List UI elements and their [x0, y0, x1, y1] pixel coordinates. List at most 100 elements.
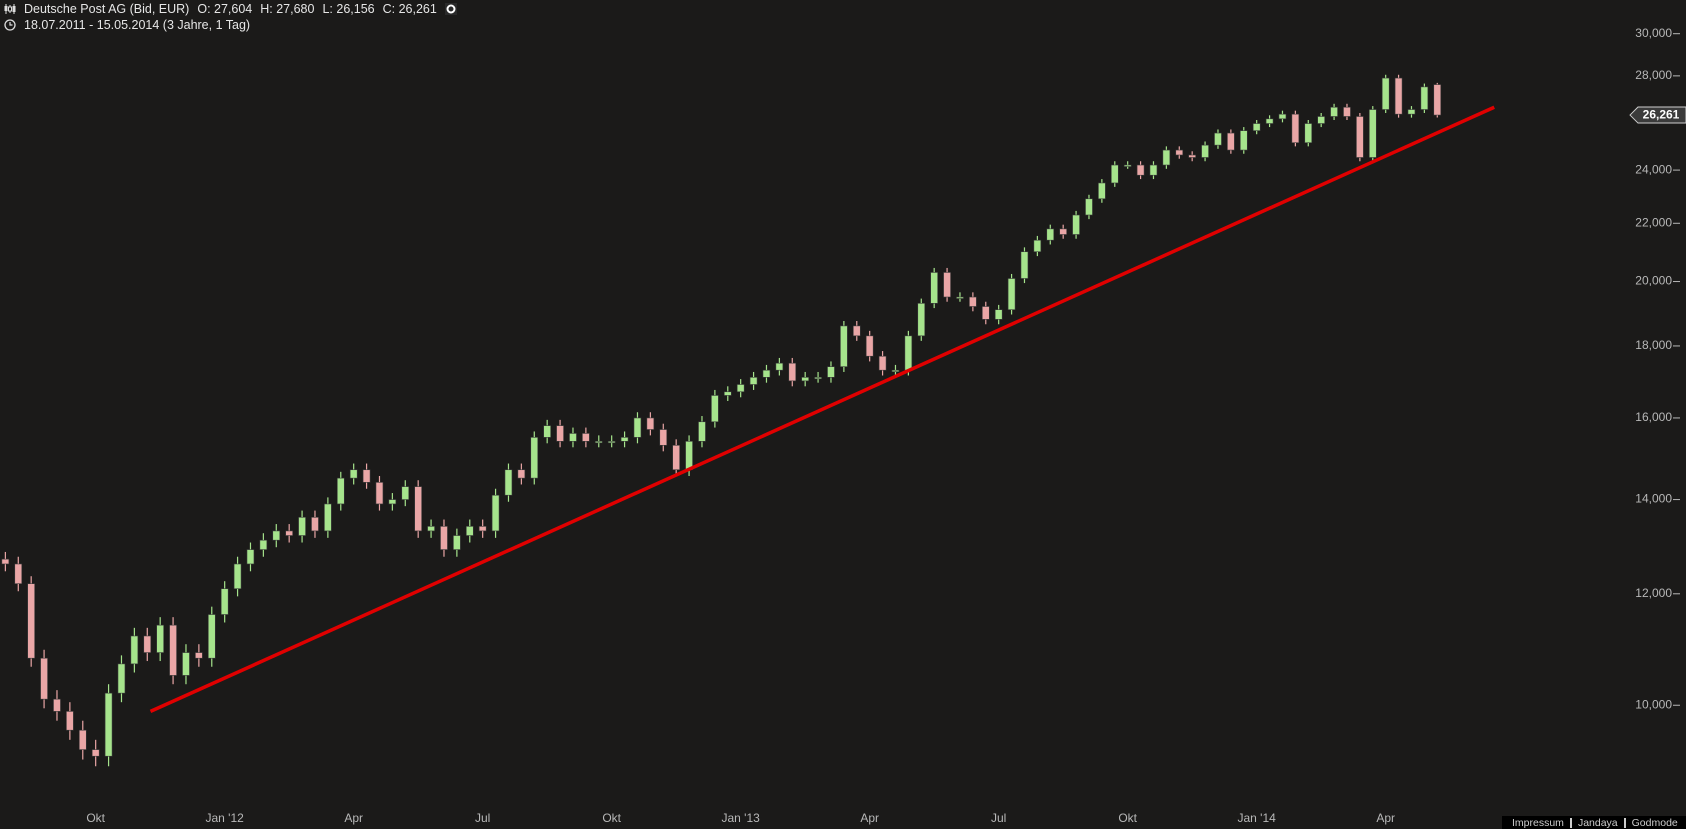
x-tick-label: Jan '13 [722, 811, 761, 825]
candle-body [788, 362, 797, 382]
candle-body [1, 558, 10, 565]
y-tick-label: 20,000 [1635, 274, 1672, 288]
ohlc-value: H: 27,680 [260, 2, 315, 16]
settings-icon[interactable] [444, 3, 457, 15]
candle-body [285, 530, 293, 536]
candle-body [1059, 228, 1067, 235]
candle-body [749, 376, 758, 385]
header-row: Deutsche Post AG (Bid, EUR) O: 27,604 H:… [4, 1, 457, 17]
candle-body [1098, 182, 1106, 200]
candle-body [465, 526, 474, 536]
candle-body [504, 469, 513, 496]
x-tick-label: Apr [860, 811, 879, 825]
candle-body [156, 624, 164, 653]
y-tick-label: 28,000 [1635, 68, 1672, 82]
chart-subtitle: 18.07.2011 - 15.05.2014 (3 Jahre, 1 Tag) [24, 18, 251, 32]
candle-body [994, 309, 1003, 320]
footer-link[interactable]: Jandaya [1569, 817, 1624, 828]
candle-body [453, 535, 461, 550]
candle-body [53, 698, 61, 712]
candle-body [1317, 116, 1325, 124]
candle-body [633, 417, 642, 438]
candle-body [169, 624, 177, 676]
candle-body [827, 366, 835, 378]
x-tick-label: Jul [991, 811, 1006, 825]
candle-body [762, 369, 771, 378]
clock-icon [4, 19, 16, 31]
y-tick-label: 12,000 [1635, 586, 1672, 600]
candle-body [491, 494, 500, 532]
candle-body [233, 563, 242, 590]
candle-body [1214, 132, 1222, 146]
candle-body [143, 635, 152, 653]
candle-body [1265, 118, 1274, 124]
candle-body [1033, 239, 1042, 253]
candle-body [1368, 109, 1377, 158]
candle-body [117, 663, 126, 694]
candle-body [14, 563, 23, 584]
candle-body [91, 749, 100, 757]
candle-body [1278, 113, 1287, 120]
candle-body [930, 272, 938, 304]
candle-body [1020, 251, 1029, 279]
candle-body [723, 391, 732, 396]
ohlc-value: L: 26,156 [322, 2, 375, 16]
candle-body [272, 530, 281, 541]
footer-link[interactable]: Impressum [1512, 816, 1564, 829]
candle-body [1291, 113, 1300, 144]
candle-body [1046, 228, 1055, 241]
candle-body [104, 692, 113, 757]
x-tick-label: Jan '14 [1238, 811, 1277, 825]
x-tick-label: Okt [86, 811, 105, 825]
candle-body [259, 539, 268, 550]
candle-body [891, 369, 900, 372]
candle-body [1394, 77, 1403, 115]
candle-body [659, 429, 668, 446]
candle-body [349, 469, 358, 479]
x-tick-label: Okt [602, 811, 621, 825]
candle-body [195, 652, 203, 659]
candle-body [801, 376, 809, 382]
candle-body [672, 444, 680, 471]
candle-body [1136, 164, 1145, 176]
y-tick-label: 24,000 [1635, 162, 1672, 176]
chart-header: Deutsche Post AG (Bid, EUR) O: 27,604 H:… [4, 1, 457, 33]
y-tick-label: 22,000 [1635, 215, 1672, 229]
candle-body [1407, 109, 1416, 115]
candle-body [401, 486, 410, 500]
candle-body [440, 526, 448, 550]
candle-body [814, 376, 822, 380]
x-tick-label: Apr [344, 811, 363, 825]
footer-link[interactable]: Godmode [1623, 817, 1684, 828]
candle-body [311, 516, 319, 532]
candle-body [375, 482, 384, 505]
candle-body [904, 335, 913, 371]
candle-body [569, 433, 577, 442]
candle-body [1007, 278, 1016, 310]
ohlc-value: C: 26,261 [382, 2, 437, 16]
y-tick-label: 16,000 [1635, 410, 1672, 424]
candle-body [685, 441, 693, 471]
candle-body [969, 296, 977, 307]
candle-body [517, 469, 526, 479]
candle-body [1381, 77, 1390, 110]
candle-body [1356, 116, 1364, 158]
candle-body [1072, 214, 1080, 235]
candle-body [1420, 86, 1429, 110]
candle-body [40, 657, 48, 700]
candle-body [220, 588, 229, 615]
ohlc-value: O: 27,604 [197, 2, 253, 16]
candle-body [362, 469, 371, 483]
candle-body [543, 425, 551, 438]
x-tick-label: Apr [1376, 811, 1395, 825]
y-tick-label: 30,000 [1635, 26, 1672, 40]
x-tick-label: Okt [1118, 811, 1137, 825]
candle-body [556, 425, 564, 442]
candle-body [607, 441, 616, 444]
candle-body [840, 325, 848, 367]
candle-body [711, 395, 719, 423]
y-tick-label: 18,000 [1635, 338, 1672, 352]
last-price-tag [1629, 106, 1686, 124]
candle-body [646, 417, 655, 430]
candle-body [775, 362, 784, 371]
